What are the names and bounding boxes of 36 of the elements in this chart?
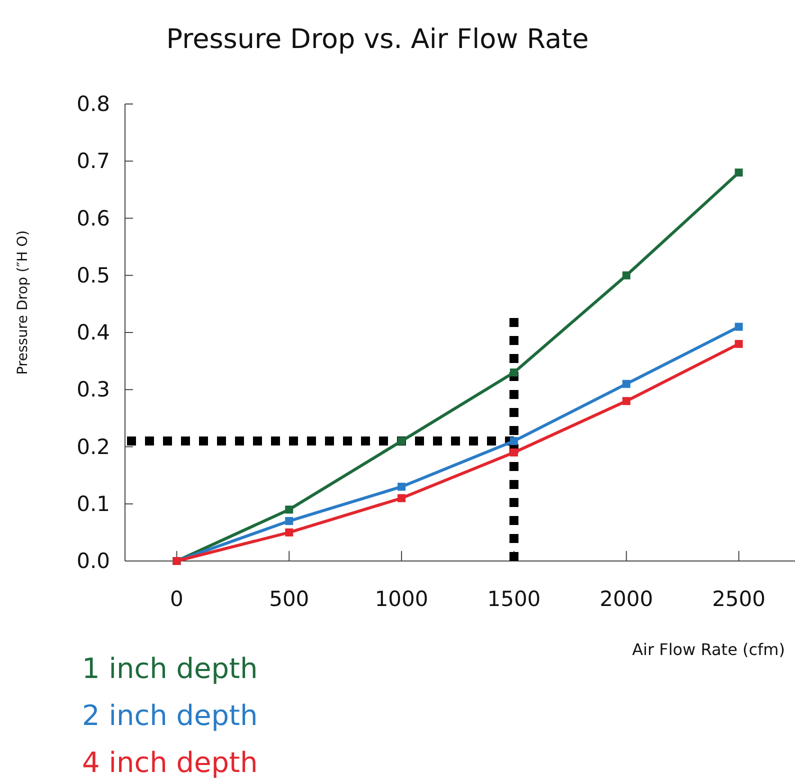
point [510, 448, 518, 456]
y-tick-label: 0.4 [76, 320, 110, 344]
chart-title: Pressure Drop vs. Air Flow Rate [166, 24, 589, 55]
point [510, 437, 518, 446]
y-tick-label: 0.0 [76, 549, 110, 573]
point [398, 437, 406, 446]
y-axis-title: Pressure Drop (″H O) [15, 230, 31, 375]
point [622, 380, 630, 388]
x-tick-label: 1500 [487, 587, 541, 611]
text: 1 inch depth [82, 652, 258, 685]
point [510, 368, 518, 376]
y-tick-label: 0.6 [76, 206, 110, 230]
point [398, 494, 406, 502]
y-tick-label: 0.3 [76, 378, 110, 402]
point [398, 482, 406, 491]
x-tick-label: 2000 [600, 587, 654, 611]
y-tick-label: 0.1 [76, 492, 110, 516]
x-tick-label: 0 [170, 587, 184, 611]
x-tick-label: 1000 [374, 587, 428, 611]
point [734, 322, 743, 331]
point [734, 168, 743, 177]
text: 4 inch depth [82, 746, 258, 779]
text: 2 inch depth [82, 699, 258, 732]
x-tick-label: 500 [269, 587, 310, 611]
point [622, 271, 630, 280]
y-tick-label: 0.7 [76, 149, 110, 174]
x-axis-title: Air Flow Rate (cfm) [632, 640, 785, 659]
point [285, 506, 294, 514]
point [734, 340, 743, 348]
x-tick-label: 2500 [712, 587, 766, 611]
y-tick-label: 0.8 [76, 92, 110, 116]
point [622, 397, 630, 406]
point [285, 528, 294, 536]
y-tick-label: 0.5 [76, 263, 110, 288]
point [285, 517, 294, 526]
y-tick-label: 0.2 [76, 434, 110, 459]
